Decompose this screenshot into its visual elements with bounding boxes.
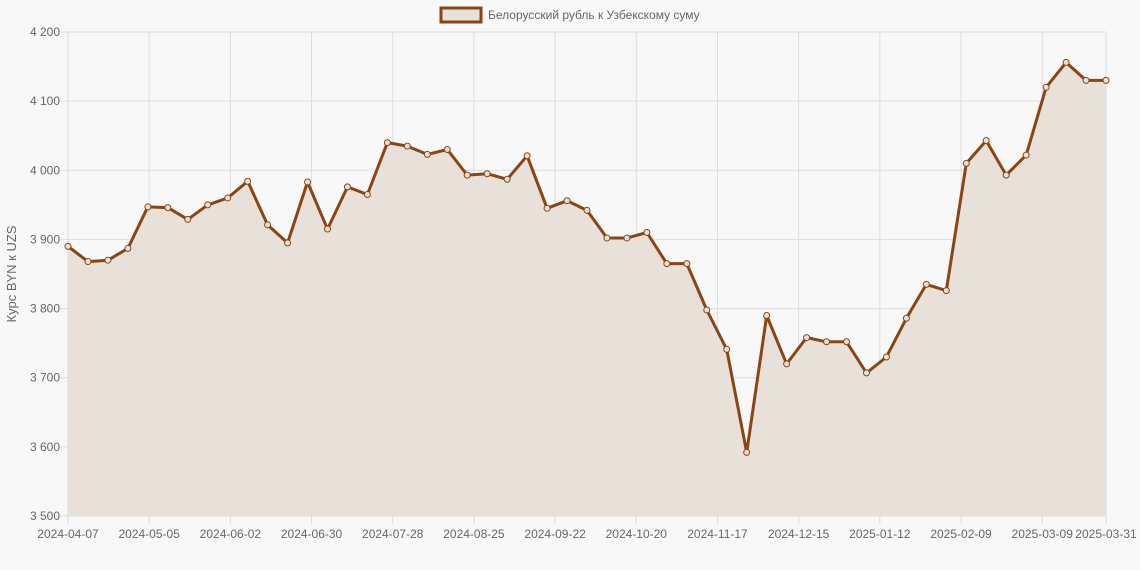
x-tick-label: 2024-07-28 — [362, 527, 424, 541]
data-point — [423, 150, 431, 158]
data-point — [543, 204, 551, 212]
data-point — [383, 139, 391, 147]
data-points — [64, 58, 1110, 456]
x-tick-label: 2024-10-20 — [606, 527, 668, 541]
data-point — [723, 345, 731, 353]
y-tick-label: 4 200 — [30, 25, 60, 39]
data-point — [783, 360, 791, 368]
data-point — [623, 234, 631, 242]
x-tick-label: 2024-06-02 — [200, 527, 262, 541]
data-point — [743, 448, 751, 456]
y-tick-label: 3 900 — [30, 232, 60, 246]
x-tick-label: 2024-05-05 — [118, 527, 180, 541]
y-tick-label: 3 700 — [30, 371, 60, 385]
data-point — [324, 225, 331, 233]
data-point — [224, 194, 232, 202]
data-point — [184, 215, 192, 223]
data-point — [284, 239, 292, 247]
area-polygon — [68, 62, 1106, 517]
data-point — [1082, 76, 1090, 84]
data-point — [264, 221, 272, 229]
data-point — [563, 197, 571, 205]
data-point — [922, 280, 930, 288]
x-tick-label: 2024-04-07 — [37, 527, 99, 541]
data-point — [204, 201, 212, 209]
data-point — [304, 178, 312, 186]
data-point — [902, 314, 910, 322]
x-tick-label: 2025-02-09 — [930, 527, 992, 541]
data-point — [942, 287, 950, 295]
data-point — [64, 242, 72, 250]
x-tick-label: 2025-03-31 — [1075, 527, 1137, 541]
x-tick-label: 2024-08-25 — [443, 527, 505, 541]
data-point — [583, 206, 591, 214]
data-point — [343, 183, 351, 191]
data-point — [403, 142, 411, 150]
data-point — [843, 338, 850, 346]
data-point — [603, 234, 611, 242]
x-tick-label: 2025-01-12 — [849, 527, 911, 541]
x-tick-label: 2024-06-30 — [281, 527, 343, 541]
data-point — [1042, 83, 1050, 91]
data-point — [982, 137, 990, 145]
data-point — [643, 229, 651, 237]
x-tick-label: 2025-03-09 — [1012, 527, 1074, 541]
y-axis-title: Курс BYN к UZS — [4, 225, 19, 322]
legend[interactable]: Белорусский рубль к Узбекскому суму — [439, 6, 700, 24]
legend-label: Белорусский рубль к Узбекскому суму — [488, 8, 700, 22]
data-point — [84, 258, 92, 266]
y-tick-label: 3 500 — [30, 509, 60, 523]
data-point — [703, 306, 711, 314]
data-point — [862, 369, 870, 377]
data-point — [463, 171, 471, 179]
data-point — [683, 260, 691, 268]
data-point — [144, 203, 152, 211]
data-point — [244, 177, 252, 185]
data-point — [803, 334, 811, 342]
area-fill — [68, 62, 1106, 517]
data-point — [104, 256, 112, 264]
x-tick-label: 2024-09-22 — [524, 527, 586, 541]
data-point — [882, 353, 890, 361]
x-tick-label: 2024-11-17 — [687, 527, 748, 541]
y-axis: 3 500 3 600 3 700 3 800 3 900 4 000 4 100 4 200 — [30, 25, 60, 523]
data-point — [1002, 171, 1010, 179]
x-tick-label: 2024-12-15 — [768, 527, 830, 541]
y-tick-label: 3 800 — [30, 302, 60, 316]
data-point — [1102, 76, 1110, 84]
data-point — [823, 338, 831, 346]
data-point — [663, 260, 671, 268]
data-point — [763, 311, 771, 319]
data-point — [483, 170, 491, 178]
data-point — [962, 159, 970, 167]
data-point — [443, 146, 451, 154]
y-tick-label: 4 100 — [30, 94, 60, 108]
y-tick-label: 4 000 — [30, 163, 60, 177]
data-point — [523, 152, 531, 160]
data-point — [1062, 58, 1070, 66]
data-point — [503, 175, 511, 183]
data-point — [124, 244, 132, 252]
data-point — [164, 204, 172, 212]
data-point — [1022, 151, 1030, 159]
x-axis: 2024-04-07 2024-05-05 2024-06-02 2024-06-30… — [37, 527, 1137, 541]
y-tick-label: 3 600 — [30, 440, 60, 454]
data-point — [363, 190, 371, 198]
legend-swatch — [439, 6, 483, 24]
